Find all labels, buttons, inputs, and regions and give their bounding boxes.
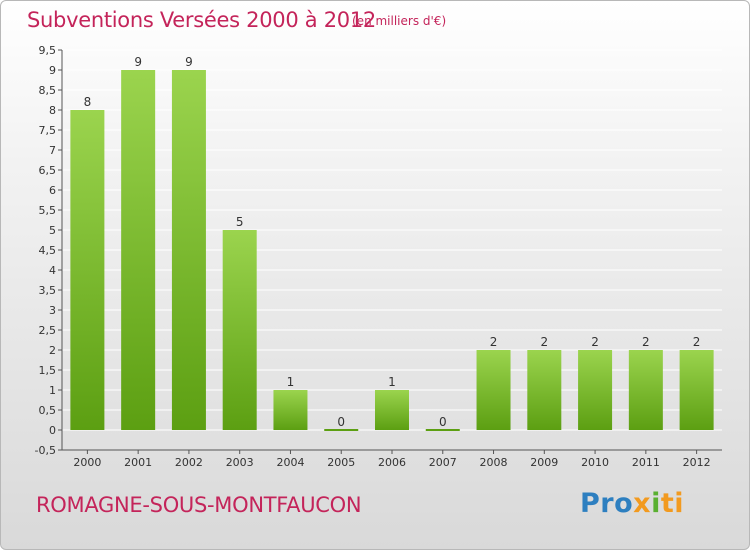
data-label-2004: 1 <box>287 375 295 389</box>
chart-subtitle: (en milliers d'€) <box>352 14 447 28</box>
data-label-2006: 1 <box>388 375 396 389</box>
y-tick-label: 2,5 <box>39 324 57 337</box>
x-tick-label-2005: 2005 <box>327 456 355 469</box>
y-tick-label: 3 <box>49 304 56 317</box>
proxiti-logo[interactable]: Proxiti <box>580 488 684 519</box>
x-tick-label-2004: 2004 <box>276 456 304 469</box>
y-tick-label: 4,5 <box>39 244 57 257</box>
x-tick-label-2010: 2010 <box>581 456 609 469</box>
x-tick-label-2012: 2012 <box>683 456 711 469</box>
y-tick-label: 2 <box>49 344 56 357</box>
y-tick-label: 0,5 <box>39 404 57 417</box>
y-tick-label: 8 <box>49 104 56 117</box>
x-tick-label-2011: 2011 <box>632 456 660 469</box>
bars <box>70 70 714 431</box>
bar-2003 <box>222 230 257 430</box>
y-tick-label: 5 <box>49 224 56 237</box>
y-tick-label: 8,5 <box>39 84 57 97</box>
y-tick-label: -0,5 <box>35 444 56 457</box>
x-tick-label-2003: 2003 <box>226 456 254 469</box>
y-tick-label: 9 <box>49 64 56 77</box>
data-label-2002: 9 <box>185 55 193 69</box>
y-tick-label: 1 <box>49 384 56 397</box>
data-label-2005: 0 <box>337 415 345 429</box>
data-label-2003: 5 <box>236 215 244 229</box>
y-tick-label: 0 <box>49 424 56 437</box>
logo-part-2: x <box>633 488 652 519</box>
x-tick-label-2006: 2006 <box>378 456 406 469</box>
logo-part-4: ti <box>660 488 685 519</box>
bar-2010 <box>578 350 613 430</box>
data-label-2008: 2 <box>490 335 498 349</box>
y-tick-label: 9,5 <box>39 44 57 57</box>
y-tick-label: 5,5 <box>39 204 57 217</box>
x-tick-label-2000: 2000 <box>73 456 101 469</box>
bar-2006 <box>375 390 409 430</box>
y-tick-label: 4 <box>49 264 56 277</box>
y-tick-label: 6 <box>49 184 56 197</box>
y-tick-label: 3,5 <box>39 284 57 297</box>
x-tick-label-2001: 2001 <box>124 456 152 469</box>
y-tick-label: 7 <box>49 144 56 157</box>
bar-2009 <box>527 350 562 430</box>
data-label-2000: 8 <box>84 95 92 109</box>
axes: -0,5 0 0,5 1 1,5 2 2,5 3 3,5 4 4,5 5 5,5 6 6,5 7 7,5 8 8,5… <box>35 44 722 469</box>
bar-2002 <box>171 70 206 430</box>
data-label-2010: 2 <box>591 335 599 349</box>
x-tick-label-2008: 2008 <box>480 456 508 469</box>
x-tick-label-2002: 2002 <box>175 456 203 469</box>
bar-2000 <box>70 110 105 430</box>
data-label-2012: 2 <box>693 335 701 349</box>
logo-part-3: i <box>651 488 661 519</box>
bar-2011 <box>628 350 663 430</box>
data-labels: 8 9 9 5 1 0 1 0 2 2 2 2 2 <box>84 55 701 429</box>
logo-part-1: Pro <box>580 488 634 519</box>
data-label-2007: 0 <box>439 415 447 429</box>
y-tick-label: 6,5 <box>39 164 57 177</box>
bar-2012 <box>679 350 714 430</box>
data-label-2001: 9 <box>134 55 142 69</box>
bar-2001 <box>121 70 156 430</box>
y-tick-label: 1,5 <box>39 364 57 377</box>
bar-2008 <box>476 350 511 430</box>
bar-2004 <box>273 390 308 430</box>
data-label-2011: 2 <box>642 335 650 349</box>
x-tick-label-2009: 2009 <box>530 456 558 469</box>
chart-title: Subventions Versées 2000 à 2012 <box>27 8 376 32</box>
data-label-2009: 2 <box>540 335 548 349</box>
y-tick-label: 7,5 <box>39 124 57 137</box>
x-tick-label-2007: 2007 <box>429 456 457 469</box>
commune-name: ROMAGNE-SOUS-MONTFAUCON <box>36 493 362 517</box>
